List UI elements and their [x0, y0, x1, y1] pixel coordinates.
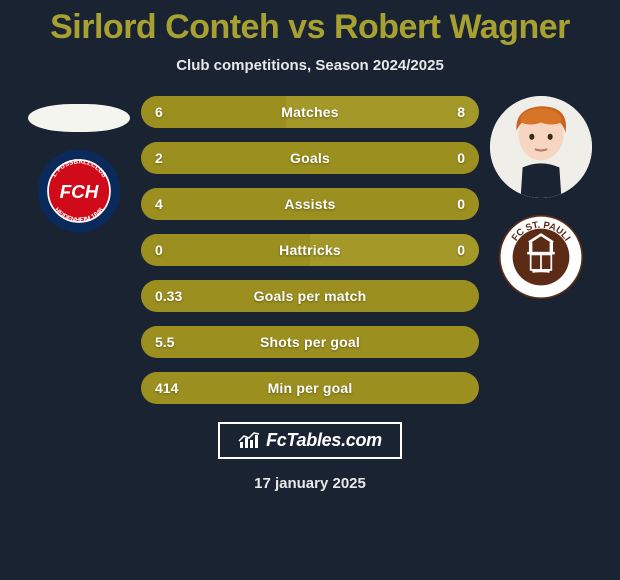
brand-badge: FcTables.com	[218, 422, 402, 459]
stats-list: 6 Matches 8 2 Goals 0 4 Assists 0 0 Hattricks 0 0.33…	[135, 96, 485, 404]
club-right-badge: FC ST. PAULI 1910	[498, 214, 584, 300]
stat-label: Assists	[284, 196, 335, 212]
stat-label: Goals	[290, 150, 330, 166]
stat-left-value: 5.5	[155, 334, 174, 350]
chart-icon	[238, 432, 260, 450]
stat-left-value: 6	[155, 104, 163, 120]
comparison-card: Sirlord Conteh vs Robert Wagner Club com…	[0, 0, 620, 580]
stat-right-value: 0	[457, 196, 465, 212]
stat-left-value: 0.33	[155, 288, 182, 304]
stat-label: Matches	[281, 104, 338, 120]
stat-label: Min per goal	[268, 380, 353, 396]
player-left-column: FCH 1. FUSSBALLCLUB HEIDENHEIM 1846	[23, 96, 135, 234]
date-label: 17 january 2025	[254, 475, 366, 492]
stat-label: Shots per goal	[260, 334, 360, 350]
stat-right-value: 0	[457, 242, 465, 258]
page-title: Sirlord Conteh vs Robert Wagner	[50, 8, 570, 47]
stat-right-value: 0	[457, 150, 465, 166]
club-left-badge: FCH 1. FUSSBALLCLUB HEIDENHEIM 1846	[36, 148, 122, 234]
brand-text: FcTables.com	[266, 430, 382, 451]
stat-left-value: 2	[155, 150, 163, 166]
club-left-icon: FCH 1. FUSSBALLCLUB HEIDENHEIM 1846	[36, 148, 122, 234]
stat-left-value: 414	[155, 380, 178, 396]
stat-row: 2 Goals 0	[141, 142, 479, 174]
stat-row: 0.33 Goals per match	[141, 280, 479, 312]
player-left-avatar	[28, 104, 130, 132]
club-right-icon: FC ST. PAULI 1910	[498, 214, 584, 300]
comparison-row: FCH 1. FUSSBALLCLUB HEIDENHEIM 1846 6 Mat…	[0, 96, 620, 404]
stat-left-value: 0	[155, 242, 163, 258]
stat-row: 5.5 Shots per goal	[141, 326, 479, 358]
player-right-avatar	[490, 96, 592, 198]
stat-row: 414 Min per goal	[141, 372, 479, 404]
player-right-column: FC ST. PAULI 1910	[485, 96, 597, 300]
svg-text:FCH: FCH	[60, 182, 99, 203]
stat-left-value: 4	[155, 196, 163, 212]
stat-label: Goals per match	[254, 288, 367, 304]
stat-right-value: 8	[457, 104, 465, 120]
stat-row: 4 Assists 0	[141, 188, 479, 220]
subtitle: Club competitions, Season 2024/2025	[176, 57, 444, 74]
stat-row: 6 Matches 8	[141, 96, 479, 128]
stat-label: Hattricks	[279, 242, 341, 258]
stat-row: 0 Hattricks 0	[141, 234, 479, 266]
